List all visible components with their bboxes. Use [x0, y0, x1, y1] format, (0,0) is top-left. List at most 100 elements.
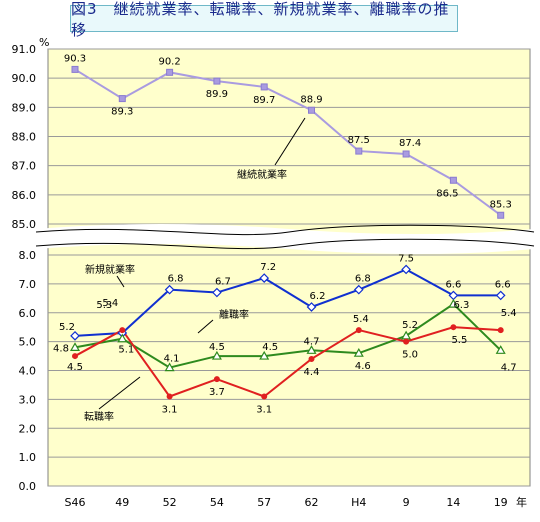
data-point [118, 95, 126, 103]
data-point [164, 284, 175, 295]
data-point [402, 150, 410, 158]
series-name-label: 継続就業率 [237, 168, 287, 181]
x-tick-label: 62 [305, 496, 319, 509]
data-label: 89.7 [253, 95, 275, 106]
data-label: 7.2 [260, 262, 276, 273]
data-label: 3.1 [162, 404, 178, 415]
data-label: 89.3 [111, 107, 133, 118]
data-label: 85.3 [490, 199, 512, 210]
series-name-label: 離職率 [219, 308, 249, 321]
data-point [308, 106, 315, 114]
data-label: 6.6 [445, 279, 461, 290]
data-point [72, 353, 78, 360]
data-label: 5.2 [402, 320, 418, 331]
data-label: 7.5 [398, 253, 414, 264]
data-point [497, 327, 504, 334]
x-tick-label: 19 [494, 496, 508, 509]
data-label: 87.5 [348, 135, 370, 146]
y-tick-label: 6.0 [19, 307, 37, 320]
y-tick-label: 87.0 [12, 160, 37, 173]
data-label: 90.2 [158, 56, 180, 67]
data-point [401, 264, 411, 275]
data-label: 5.5 [451, 335, 467, 346]
data-label: 3.1 [256, 404, 272, 415]
y-tick-label: 0.0 [19, 480, 37, 493]
x-tick-label: S46 [65, 496, 86, 509]
series-line [74, 326, 501, 398]
data-point [353, 284, 364, 295]
data-label: 6.8 [168, 274, 184, 285]
y-tick-label: 8.0 [19, 249, 37, 262]
data-point [70, 331, 80, 341]
series-label-leader [274, 117, 306, 166]
data-label: 4.4 [304, 367, 320, 378]
data-point [495, 345, 506, 354]
data-label: 6.3 [453, 300, 469, 311]
data-label: 4.5 [67, 362, 83, 373]
x-unit-label: 年 [516, 495, 527, 509]
data-point [449, 176, 457, 184]
data-label: 88.9 [300, 94, 322, 105]
data-label: 4.6 [355, 361, 371, 372]
data-label: 4.7 [501, 362, 517, 373]
y-tick-label: 4.0 [19, 365, 37, 378]
plot-area [47, 48, 531, 487]
x-tick-label: H4 [351, 496, 366, 509]
x-tick-label: 49 [115, 496, 129, 509]
data-label: 3.7 [209, 387, 225, 398]
series-label-leader [197, 319, 214, 334]
data-label: 86.5 [436, 188, 458, 199]
data-point [308, 355, 315, 362]
y-tick-label: 88.0 [12, 131, 37, 144]
y-unit-label: % [39, 36, 49, 49]
data-point [261, 393, 268, 400]
data-label: 90.3 [64, 53, 86, 64]
data-point [166, 68, 174, 76]
x-tick-label: 9 [403, 496, 410, 509]
data-point [448, 298, 459, 308]
data-point [212, 287, 222, 298]
axis-break-band [36, 224, 534, 254]
data-label: 4.7 [304, 336, 320, 347]
series-line [74, 68, 502, 217]
data-point [260, 83, 268, 91]
data-label: 6.2 [310, 291, 326, 302]
x-tick-label: 52 [163, 496, 177, 509]
y-tick-label: 7.0 [19, 278, 37, 291]
data-label: 4.1 [164, 354, 180, 365]
data-point [71, 65, 79, 73]
data-point [450, 324, 457, 331]
data-point [119, 327, 126, 334]
data-point [213, 77, 221, 85]
data-point [306, 345, 317, 354]
series-line [74, 302, 502, 369]
data-point [213, 376, 220, 383]
series-label-leader [98, 376, 141, 410]
axis-break-line [35, 224, 535, 236]
y-tick-label: 2.0 [19, 422, 37, 435]
data-point [403, 338, 410, 345]
series-name-label: 新規就業率 [85, 263, 135, 276]
data-point [353, 347, 364, 357]
data-point [355, 327, 362, 334]
data-label: 6.6 [495, 279, 511, 290]
data-point [259, 350, 270, 360]
data-point [166, 393, 173, 400]
data-label: 5.4 [353, 314, 369, 325]
data-point [495, 290, 506, 301]
data-label: 5.2 [59, 322, 75, 333]
x-tick-label: 54 [210, 496, 224, 509]
data-label: 6.8 [355, 274, 371, 285]
data-label: 87.4 [399, 138, 421, 149]
axis-break-line [35, 238, 535, 250]
chart-title: 図3 継続就業率、転職率、新規就業率、離職率の推移 [70, 0, 458, 39]
data-label: 5.4 [102, 298, 118, 309]
y-tick-label: 5.0 [19, 336, 37, 349]
data-label: 4.8 [53, 343, 69, 354]
data-label: 89.9 [206, 89, 228, 100]
y-tick-label: 1.0 [19, 451, 37, 464]
y-tick-label: 86.0 [12, 189, 37, 202]
data-point [259, 273, 270, 283]
series-name-label: 転職率 [84, 410, 114, 423]
